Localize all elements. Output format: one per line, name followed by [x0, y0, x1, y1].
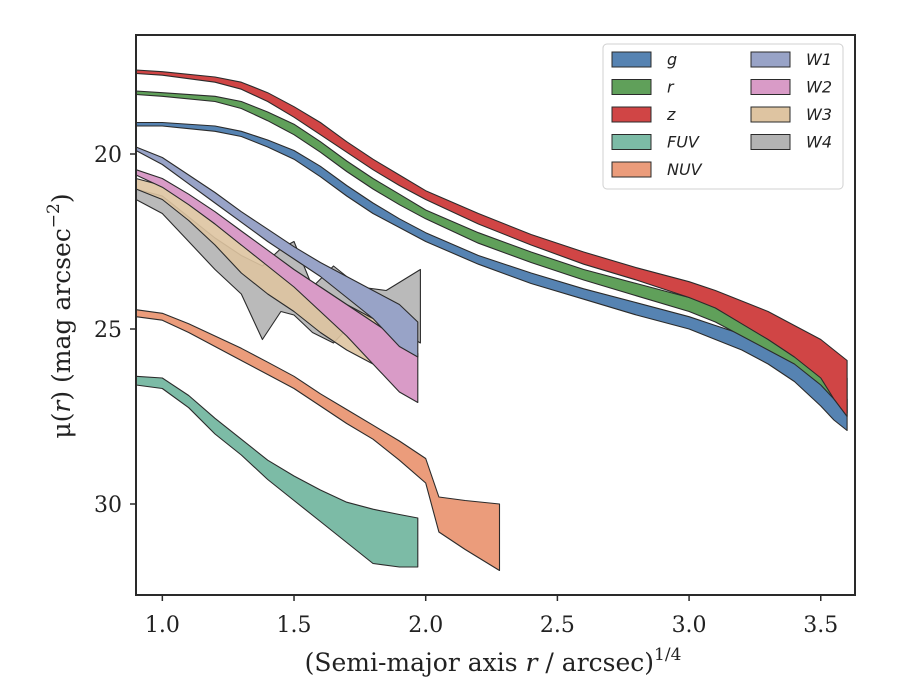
x-tick-label: 2.0	[408, 613, 443, 638]
legend-label-fuv: FUV	[667, 133, 700, 152]
band-w1	[135, 146, 419, 358]
legend-swatch-r	[611, 79, 652, 95]
x-tick-label: 3.0	[672, 613, 707, 638]
x-tick-label: 2.5	[540, 613, 575, 638]
legend-swatch-fuv	[611, 134, 652, 150]
y-tick-label: 20	[94, 143, 122, 168]
x-tick-label: 3.5	[803, 613, 838, 638]
x-tick-label: 1.5	[277, 613, 312, 638]
legend-label-w1: W1	[806, 50, 832, 69]
legend-swatch-nuv	[611, 161, 652, 178]
legend-label-nuv: NUV	[667, 160, 703, 179]
legend-swatch-z	[611, 106, 652, 123]
legend-swatch-w3	[750, 106, 791, 123]
legend: grz FUV NUV W1 W2 W3 W4	[602, 43, 844, 190]
band-fuv	[135, 375, 419, 568]
legend-label-r: r	[667, 78, 675, 97]
legend-swatch-w1	[750, 51, 791, 68]
band-g	[135, 121, 848, 432]
legend-label-z: z	[666, 105, 676, 124]
profile-bands	[135, 69, 848, 572]
x-axis-ticks: 1.0 1.5 2.0 2.5 3.0 3.5	[145, 595, 838, 638]
y-axis-label: μ(r) (mag arcsec−2)	[44, 193, 76, 438]
plot-frame	[135, 34, 856, 596]
legend-swatch-w4	[750, 134, 791, 150]
y-axis-ticks: 20 25 30	[94, 143, 136, 518]
x-axis-label: (Semi-major axis r / arcsec)1/4	[305, 645, 682, 677]
legend-swatch-g	[611, 51, 652, 68]
band-z	[135, 69, 848, 418]
y-tick-label: 30	[94, 493, 122, 518]
legend-swatch-w2	[750, 79, 791, 95]
y-tick-label: 25	[94, 318, 122, 343]
legend-label-w2: W2	[806, 78, 832, 97]
band-nuv	[135, 309, 501, 572]
legend-label-w4: W4	[806, 133, 832, 152]
legend-label-g: g	[667, 50, 677, 69]
legend-label-w3: W3	[806, 105, 832, 124]
band-w2	[135, 169, 419, 404]
x-tick-label: 1.0	[145, 613, 180, 638]
